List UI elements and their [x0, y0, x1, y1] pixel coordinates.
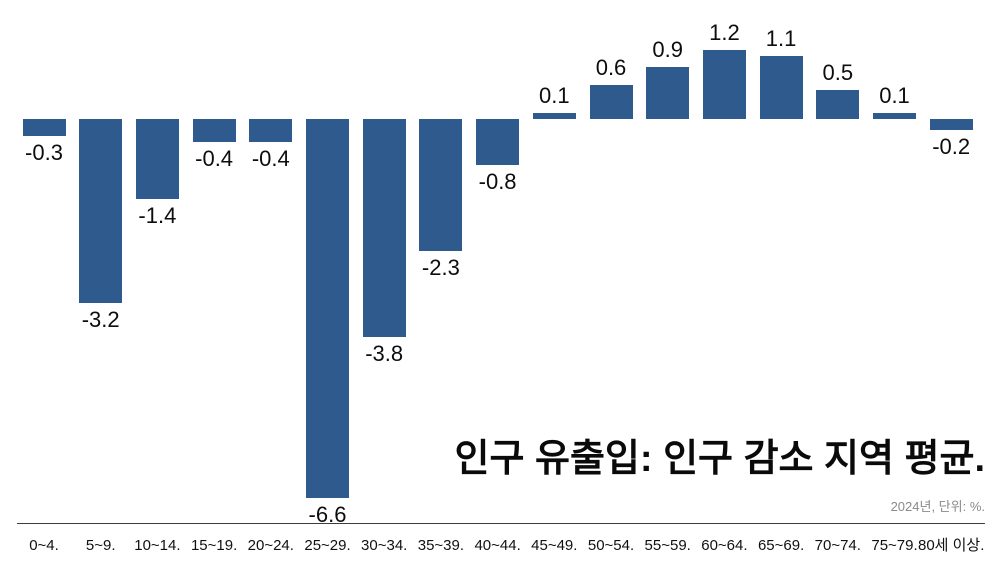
- chart-source-note: 2024년, 단위: %.: [890, 499, 985, 514]
- bar-value-label: 0.1: [539, 83, 570, 109]
- bar-value-label: 1.2: [709, 20, 740, 46]
- bar-value-label: -0.3: [25, 140, 63, 166]
- x-tick-label: 35~39.: [417, 537, 465, 554]
- x-tick-label: 15~19.: [190, 537, 238, 554]
- bar-value-label: -0.4: [251, 145, 290, 171]
- bar-value-label: -0.8: [478, 168, 517, 194]
- x-tick-label: 10~14.: [134, 537, 181, 554]
- bar: [135, 119, 179, 200]
- bar: [192, 119, 236, 142]
- x-tick-label: 65~69.: [757, 537, 805, 554]
- x-tick-label: 80세 이상.: [917, 537, 985, 554]
- bar: [589, 84, 633, 119]
- bar-value-label: 0.6: [595, 54, 627, 80]
- bar: [873, 113, 916, 119]
- x-tick-label: 5~9.: [85, 537, 116, 554]
- bar-value-label: 0.9: [652, 37, 683, 63]
- bar: [759, 55, 803, 119]
- bar-value-label: -2.3: [421, 255, 460, 281]
- bar: [476, 119, 520, 165]
- x-tick-label: 25~29.: [304, 537, 351, 554]
- x-tick-label: 75~79.: [871, 537, 918, 554]
- x-tick-label: 30~34.: [361, 537, 408, 554]
- bar-value-label: -0.2: [932, 134, 971, 160]
- x-tick-label: 55~59.: [644, 537, 691, 554]
- bar: [249, 119, 293, 142]
- bar: [929, 119, 973, 131]
- bar-value-label: 0.1: [879, 83, 910, 109]
- bar-value-label: -0.4: [195, 145, 234, 171]
- bar: [816, 90, 860, 119]
- x-axis-line: [17, 523, 985, 524]
- x-tick-label: 60~64.: [701, 537, 748, 554]
- bar: [532, 113, 576, 119]
- bar-value-label: -1.4: [138, 203, 177, 229]
- bar-value-label: 0.5: [822, 60, 854, 86]
- chart-title: 인구 유출입: 인구 감소 지역 평균.: [454, 438, 985, 480]
- bar: [22, 119, 66, 137]
- x-tick-label: 20~24.: [247, 537, 294, 554]
- bar-value-label: -3.2: [81, 306, 120, 332]
- x-tick-label: 50~54.: [587, 537, 635, 554]
- bar: [702, 50, 746, 119]
- bar: [306, 119, 349, 498]
- bar-value-label: -3.8: [365, 341, 404, 367]
- x-tick-label: 40~44.: [474, 537, 521, 554]
- bar-value-label: 1.1: [765, 25, 797, 51]
- x-tick-label: 0~4.: [29, 537, 59, 554]
- x-tick-label: 70~74.: [814, 537, 861, 554]
- bar-value-label: -6.6: [308, 501, 347, 527]
- x-tick-label: 45~49.: [531, 537, 578, 554]
- bar: [419, 119, 463, 252]
- bar: [362, 119, 406, 338]
- bar: [646, 67, 690, 119]
- bar: [79, 119, 123, 303]
